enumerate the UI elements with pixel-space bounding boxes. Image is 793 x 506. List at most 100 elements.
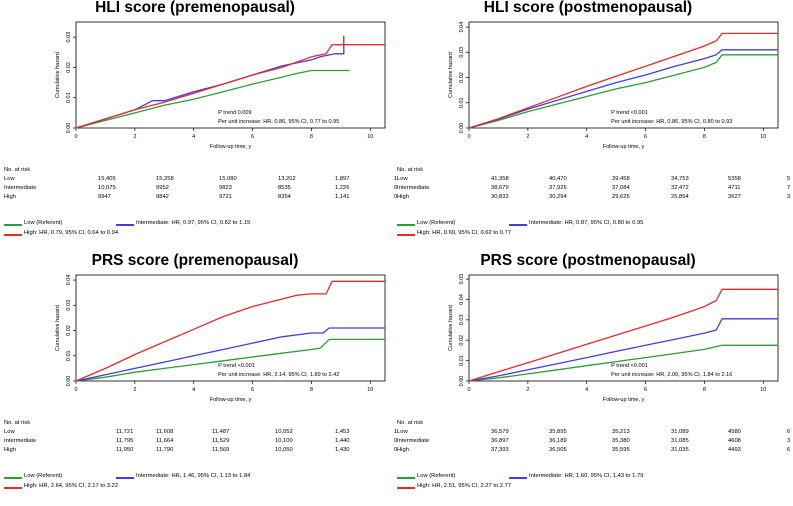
- legend-swatch-intermediate: [509, 224, 527, 226]
- risk-value: 37,926: [549, 185, 567, 191]
- risk-value: 1,226: [335, 185, 350, 191]
- x-tick-label: 4: [585, 387, 588, 393]
- x-axis-label: Follow-up time, y: [210, 144, 252, 150]
- chart-panel-hli-premenopausal: HLI score (premenopausal) 0 2 4 6 8 10 0.00 0.0…: [0, 0, 397, 250]
- risk-value: 35,380: [612, 438, 630, 444]
- series-line-intermediate: [75, 35, 345, 129]
- hr-annotation: Per unit increase: HR, 2.00, 95% CI, 1.8…: [611, 372, 732, 378]
- risk-value: 11,950: [116, 447, 134, 453]
- legend-swatch-low: [397, 477, 415, 479]
- risk-value: 13,202: [278, 176, 296, 182]
- risk-value: 11,529: [212, 438, 230, 444]
- x-tick-label: 0: [467, 387, 470, 393]
- y-tick-label: 0.00: [66, 123, 72, 134]
- legend-label: High: HR, 0.79, 95% CI, 0.64 to 0.94: [24, 230, 119, 236]
- risk-value: 35,895: [549, 429, 567, 435]
- risk-value: 6: [787, 447, 791, 453]
- series-line-low: [468, 344, 778, 382]
- risk-row-label: High: [397, 447, 409, 453]
- risk-value: 36,579: [491, 429, 509, 435]
- x-tick-label: 8: [310, 134, 313, 140]
- series-line-high: [75, 44, 385, 129]
- series-line-intermediate: [468, 49, 778, 129]
- hr-annotation: Per unit increase: HR, 0.86, 95% CI, 0.7…: [218, 119, 339, 125]
- risk-value: 4493: [728, 447, 741, 453]
- x-tick-label: 4: [585, 134, 588, 140]
- y-tick-label: 0.01: [66, 350, 72, 361]
- p-trend-annotation: P trend 0.009: [218, 110, 252, 116]
- chart-panel-prs-postmenopausal: PRS score (postmenopausal) 0 2 4 6 8 10 0.00 0.…: [393, 252, 790, 503]
- y-tick-label: 0.02: [66, 62, 72, 73]
- hr-annotation: Per unit increase: HR, 0.86, 95% CI, 0.8…: [611, 119, 732, 125]
- risk-value: 29,625: [612, 194, 630, 200]
- chart-panel-prs-premenopausal: PRS score (premenopausal) 0 2 4 6 8 10 0.00 0.0…: [0, 252, 397, 503]
- risk-header: No. at risk: [4, 420, 31, 426]
- x-tick-label: 6: [251, 134, 254, 140]
- legend-swatch-intermediate: [116, 224, 134, 226]
- risk-value: 8535: [278, 185, 291, 191]
- risk-value: 0: [394, 185, 398, 191]
- risk-value: 11,664: [156, 438, 174, 444]
- series-line-low: [75, 69, 350, 129]
- y-tick-label: 0.02: [66, 325, 72, 336]
- y-tick-label: 0.01: [66, 92, 72, 103]
- risk-value: 11,721: [116, 429, 134, 435]
- risk-value: 7: [787, 185, 791, 191]
- risk-value: 10,100: [275, 438, 293, 444]
- risk-value: 34,753: [671, 176, 689, 182]
- km-plot: 0 2 4 6 8 10 0.00 0.01 0.02 0.03 0.04 Follow-up tim…: [55, 274, 386, 403]
- risk-value: 10,052: [275, 429, 293, 435]
- risk-value: 9823: [219, 185, 232, 191]
- x-tick-label: 2: [133, 387, 136, 393]
- legend-label: High: HR, 2.51, 95% CI, 2.27 to 2.77: [417, 483, 512, 489]
- y-tick-label: 0.03: [459, 47, 465, 58]
- risk-value: 3: [787, 194, 791, 200]
- x-axis-label: Follow-up time, y: [210, 397, 252, 403]
- legend-swatch-intermediate: [116, 477, 134, 479]
- chart-panel-hli-postmenopausal: HLI score (postmenopausal) 0 2 4 6 8 10 0.00 0.…: [393, 0, 790, 250]
- y-tick-label: 0.05: [459, 274, 465, 285]
- risk-value: 15,258: [156, 176, 174, 182]
- legend-swatch-low: [4, 224, 22, 226]
- x-tick-label: 0: [74, 387, 77, 393]
- legend-swatch-low: [397, 224, 415, 226]
- risk-value: 31,035: [671, 447, 689, 453]
- legend-swatch-high: [4, 234, 22, 236]
- x-tick-label: 8: [703, 134, 706, 140]
- y-tick-label: 0.00: [459, 376, 465, 387]
- legend-swatch-high: [397, 487, 415, 489]
- x-tick-label: 0: [74, 134, 77, 140]
- risk-value: 32,472: [671, 185, 689, 191]
- risk-value: 41,358: [491, 176, 509, 182]
- risk-row-label: High: [4, 447, 16, 453]
- risk-row-label: High: [4, 194, 16, 200]
- legend-swatch-high: [4, 487, 22, 489]
- x-tick-label: 2: [526, 387, 529, 393]
- legend-label: Intermediate: HR, 1.60, 95% CI, 1.43 to …: [529, 473, 644, 479]
- p-trend-annotation: P trend <0.001: [611, 110, 648, 116]
- x-tick-label: 6: [644, 134, 647, 140]
- x-tick-label: 8: [310, 387, 313, 393]
- legend-swatch-intermediate: [509, 477, 527, 479]
- x-tick-label: 10: [367, 387, 373, 393]
- risk-row-label: Intermediate: [397, 438, 430, 444]
- risk-row-label: Intermediate: [4, 185, 37, 191]
- risk-value: 25,854: [671, 194, 689, 200]
- legend-label: High: HR, 2.64, 95% CI, 2.17 to 3.22: [24, 483, 119, 489]
- legend-label: Intermediate: HR, 0.97, 95% CI, 0.82 to …: [136, 220, 251, 226]
- legend-label: Low (Referent): [24, 473, 63, 479]
- risk-value: 4608: [728, 438, 741, 444]
- legend-label: Low (Referent): [24, 220, 63, 226]
- y-tick-label: 0.00: [459, 123, 465, 134]
- series-line-high: [468, 288, 778, 382]
- risk-value: 31,089: [671, 429, 689, 435]
- risk-value: 30,294: [549, 194, 567, 200]
- risk-row-label: Intermediate: [397, 185, 430, 191]
- risk-value: 5358: [728, 176, 741, 182]
- risk-value: 9842: [156, 194, 169, 200]
- p-trend-annotation: P trend <0.001: [218, 363, 255, 369]
- x-axis-label: Follow-up time, y: [603, 397, 645, 403]
- y-axis-label: Cumulative hazard: [448, 305, 454, 351]
- legend-label: Low (Referent): [417, 220, 456, 226]
- y-axis-label: Cumulative hazard: [55, 52, 61, 98]
